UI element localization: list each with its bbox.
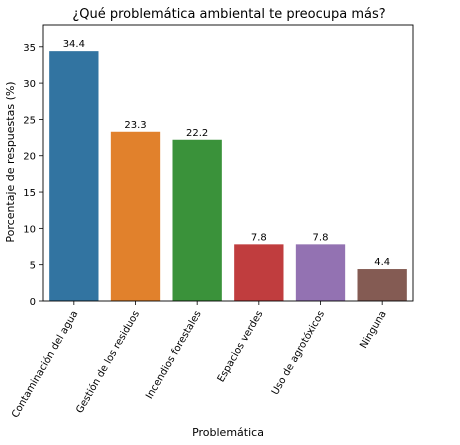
x-tick-label: Espacios verdes (216, 309, 266, 384)
y-tick-label: 0 (30, 297, 36, 308)
y-tick-label: 5 (30, 261, 36, 272)
y-tick-label: 35 (23, 43, 36, 54)
bar (357, 269, 407, 301)
data-label: 7.8 (251, 232, 267, 243)
y-tick-label: 20 (23, 152, 36, 163)
data-label: 4.4 (374, 257, 390, 268)
data-label: 22.2 (186, 128, 208, 139)
plot-frame (42, 24, 414, 302)
y-tick-label: 15 (23, 188, 36, 199)
bar (295, 244, 346, 301)
x-tick-label: Gestión de los residuos (73, 309, 142, 416)
x-axis-label: Problemática (192, 426, 264, 439)
bar (234, 244, 284, 301)
bar (110, 131, 161, 301)
x-tick-label: Ninguna (358, 309, 388, 351)
y-tick-label: 25 (23, 115, 36, 126)
data-label: 23.3 (124, 120, 146, 131)
plot-area: 0 5 10 15 20 25 30 35 34.4 Contaminación del agua… (9, 24, 414, 420)
x-tick-label: Incendios forestales (144, 309, 204, 401)
x-tick-label: Contaminación del agua (9, 309, 80, 420)
bar (172, 139, 222, 301)
y-tick-label: 10 (23, 224, 36, 235)
x-tick-label: Uso de agrotóxicos (269, 309, 327, 397)
data-label: 34.4 (63, 39, 85, 50)
chart-title: ¿Qué problemática ambiental te preocupa … (72, 7, 385, 22)
bar (49, 51, 99, 301)
y-axis-label: Porcentaje de respuestas (%) (4, 81, 17, 242)
y-tick-label: 30 (23, 79, 36, 90)
data-label: 7.8 (313, 232, 329, 243)
